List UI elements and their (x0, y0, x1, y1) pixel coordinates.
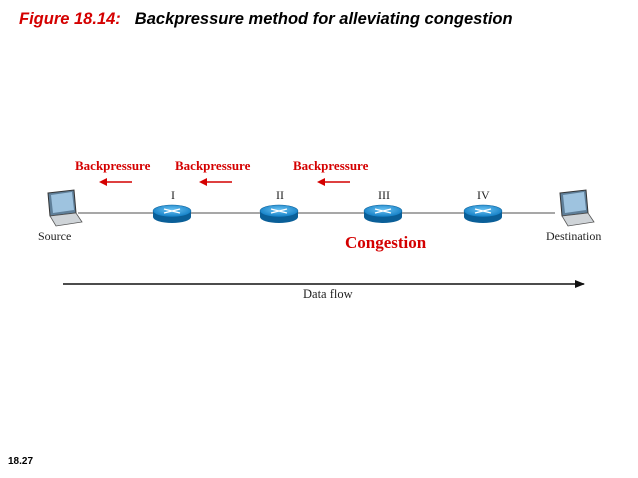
router-label: II (276, 188, 284, 202)
source-laptop-icon (47, 189, 83, 227)
backpressure-label: Backpressure (293, 158, 369, 173)
slide-title: Figure 18.14: Backpressure method for all… (19, 10, 513, 29)
slide-number: 18.27 (8, 456, 34, 467)
data-flow-label: Data flow (303, 287, 353, 301)
router-icon (259, 204, 299, 223)
source-label: Source (38, 229, 72, 243)
figure-number: Figure 18.14: (19, 10, 121, 28)
destination-laptop-icon (559, 189, 595, 227)
backpressure-label: Backpressure (75, 158, 151, 173)
destination-label: Destination (546, 229, 602, 243)
backpressure-label: Backpressure (175, 158, 251, 173)
router-icon (363, 204, 403, 223)
router-icon (463, 204, 503, 223)
router-icon (152, 204, 192, 223)
router-label: IV (477, 188, 490, 202)
router-label: I (171, 188, 175, 202)
router-label: III (378, 188, 390, 202)
congestion-label: Congestion (345, 233, 427, 252)
figure-caption: Backpressure method for alleviating cong… (134, 10, 513, 28)
